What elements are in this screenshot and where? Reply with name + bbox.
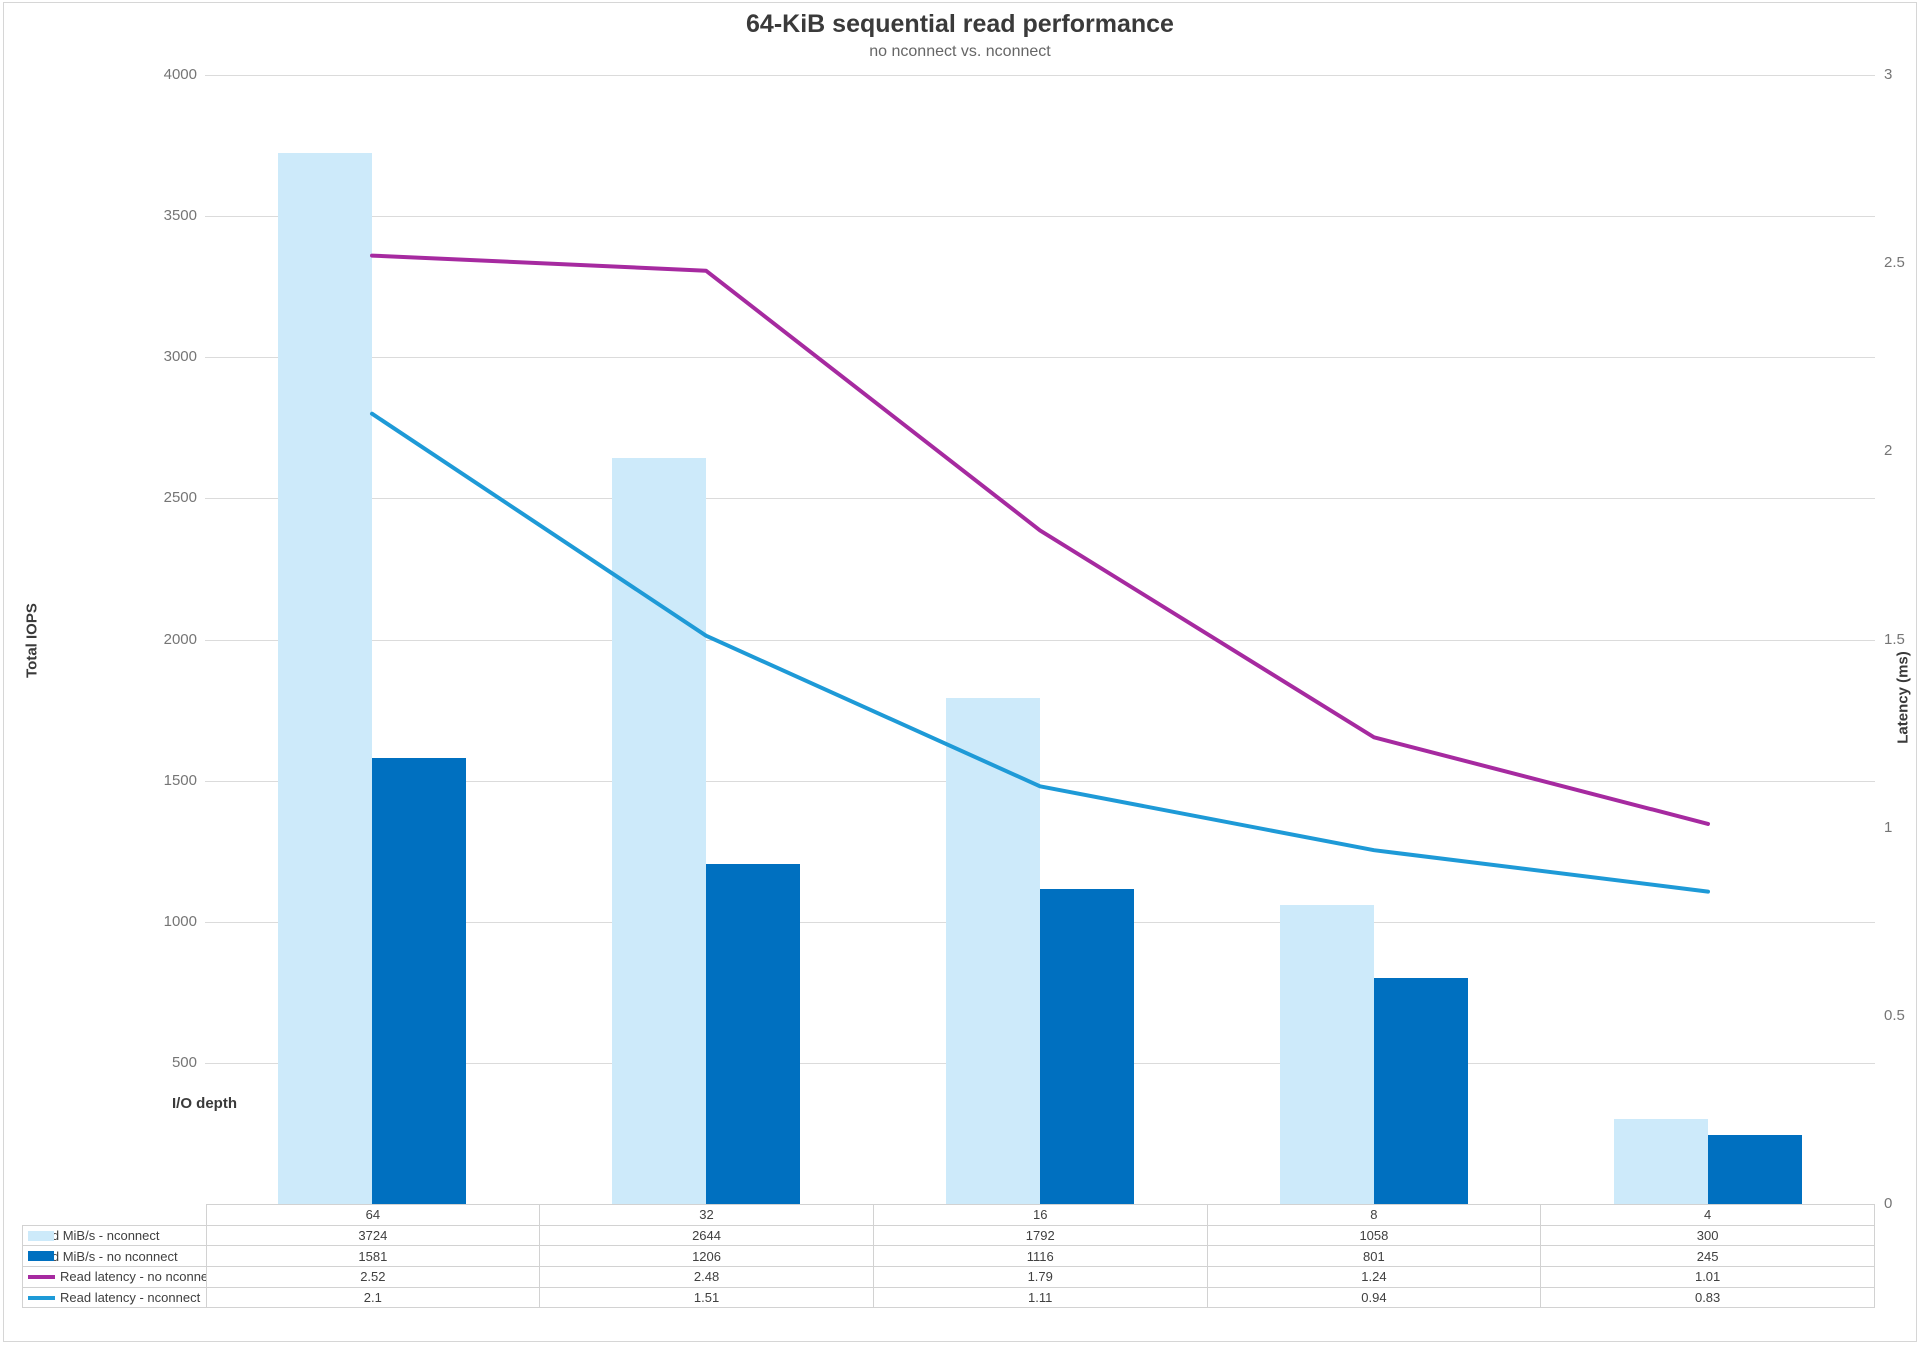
- table-value-cell: 1.24: [1206, 1266, 1542, 1288]
- table-value-cell: 1581: [205, 1245, 541, 1268]
- gridline: [205, 216, 1875, 218]
- gridline: [205, 780, 1875, 782]
- y-axis-tick-label-right: 1: [1884, 818, 1893, 836]
- y-axis-tick-label-right: 0.5: [1884, 1006, 1905, 1024]
- table-row: Read MiB/s - no nconnect 1581 1206 1116 801 2…: [22, 1245, 1875, 1268]
- bar-read-mib-s-nconnect: [278, 152, 372, 1204]
- legend-label: Read MiB/s - nconnect: [28, 1228, 160, 1244]
- y-axis-tick-label-right: 3: [1884, 66, 1893, 83]
- table-row: Read latency - no nconnect 2.52 2.48 1.79 1.…: [22, 1266, 1875, 1288]
- legend-cell: Read latency - nconnect: [22, 1286, 207, 1309]
- bar-read-mib-s-no-nconnect: [706, 863, 800, 1204]
- y-axis-tick-label-right: 1.5: [1884, 630, 1905, 648]
- table-category-header: 64: [205, 1204, 541, 1226]
- bar-read-mib-s-no-nconnect: [372, 757, 466, 1204]
- table-value-cell: 300: [1540, 1224, 1875, 1247]
- table-row: Read latency - nconnect 2.1 1.51 1.11 0.94 0.…: [22, 1286, 1875, 1309]
- legend-label: Read latency - no nconnect: [60, 1269, 206, 1285]
- y-axis-tick-label-left: 1500: [163, 771, 197, 789]
- gridline: [205, 75, 1875, 76]
- y-axis-tick-label-left: 3000: [163, 348, 197, 366]
- table-category-header: 8: [1206, 1204, 1542, 1226]
- legend-swatch-line: [28, 1295, 55, 1300]
- legend-cell: Read MiB/s - no nconnect: [22, 1245, 207, 1268]
- bar-read-mib-s-no-nconnect: [1040, 889, 1134, 1204]
- y-axis-tick-label-left: 4000: [163, 66, 197, 83]
- table-value-cell: 2.48: [539, 1266, 874, 1288]
- line-read-latency-no-nconnect: [370, 253, 1710, 826]
- legend-label: Read latency - nconnect: [60, 1290, 201, 1306]
- y-axis-tick-label-right: 0: [1884, 1195, 1893, 1212]
- y-axis-title-left: Total IOPS: [23, 603, 41, 678]
- table-value-cell: 0.83: [1540, 1286, 1875, 1309]
- legend-swatch-line: [28, 1274, 55, 1279]
- table-value-cell: 801: [1206, 1245, 1542, 1268]
- table-category-header: 16: [872, 1204, 1208, 1226]
- bar-read-mib-s-nconnect: [1614, 1119, 1708, 1204]
- gridline: [205, 357, 1875, 359]
- y-axis-tick-label-left: 2500: [163, 489, 197, 507]
- table-corner-cell: [23, 1205, 207, 1226]
- legend-label: Read MiB/s - no nconnect: [28, 1248, 178, 1264]
- y-axis-tick-label-left: 3500: [163, 207, 197, 225]
- chart-title: 64-KiB sequential read performance: [746, 10, 1174, 38]
- bar-read-mib-s-no-nconnect: [1374, 977, 1468, 1204]
- table-row: Read MiB/s - nconnect 3724 2644 1792 1058 300: [22, 1224, 1875, 1247]
- table-value-cell: 1.01: [1540, 1266, 1875, 1288]
- table-value-cell: 0.94: [1206, 1286, 1542, 1309]
- table-value-cell: 1.79: [872, 1266, 1208, 1288]
- bar-read-mib-s-nconnect: [946, 698, 1040, 1204]
- table-value-cell: 1058: [1206, 1224, 1542, 1247]
- table-value-cell: 3724: [205, 1224, 541, 1247]
- y-axis-tick-label-left: 500: [171, 1053, 197, 1071]
- bar-read-mib-s-nconnect: [1280, 905, 1374, 1204]
- table-value-cell: 245: [1540, 1245, 1875, 1268]
- x-axis-title: I/O depth: [172, 1095, 237, 1112]
- table-value-cell: 1206: [539, 1245, 874, 1268]
- table-value-cell: 1116: [872, 1245, 1208, 1268]
- y-axis-tick-label-left: 1000: [163, 912, 197, 930]
- y-axis-tick-label-right: 2: [1884, 442, 1893, 460]
- line-read-latency-nconnect: [370, 411, 1710, 894]
- legend-cell: Read MiB/s - nconnect: [22, 1224, 207, 1247]
- table-value-cell: 1792: [872, 1224, 1208, 1247]
- table-category-header: 4: [1540, 1204, 1875, 1226]
- y-axis-tick-label-right: 2.5: [1884, 254, 1905, 272]
- y-axis-title-right: Latency (ms): [1894, 651, 1912, 744]
- table-value-cell: 2644: [539, 1224, 874, 1247]
- gridline: [205, 498, 1875, 500]
- legend-cell: Read latency - no nconnect: [22, 1266, 207, 1288]
- table-category-header: 32: [539, 1204, 874, 1226]
- y-axis-tick-label-left: 2000: [163, 630, 197, 648]
- legend-swatch-bar: [28, 1251, 54, 1262]
- table-value-cell: 1.51: [539, 1286, 874, 1309]
- data-table: 64 32 16 8 4 Read MiB/s - nconnect 3724 2644 179…: [22, 1204, 1875, 1309]
- table-value-cell: 2.52: [205, 1266, 541, 1288]
- chart-subtitle: no nconnect vs. nconnect: [869, 43, 1051, 60]
- gridline: [205, 639, 1875, 641]
- legend-swatch-bar: [28, 1230, 54, 1241]
- table-value-cell: 2.1: [205, 1286, 541, 1309]
- bar-read-mib-s-no-nconnect: [1708, 1134, 1802, 1204]
- table-value-cell: 1.11: [872, 1286, 1208, 1309]
